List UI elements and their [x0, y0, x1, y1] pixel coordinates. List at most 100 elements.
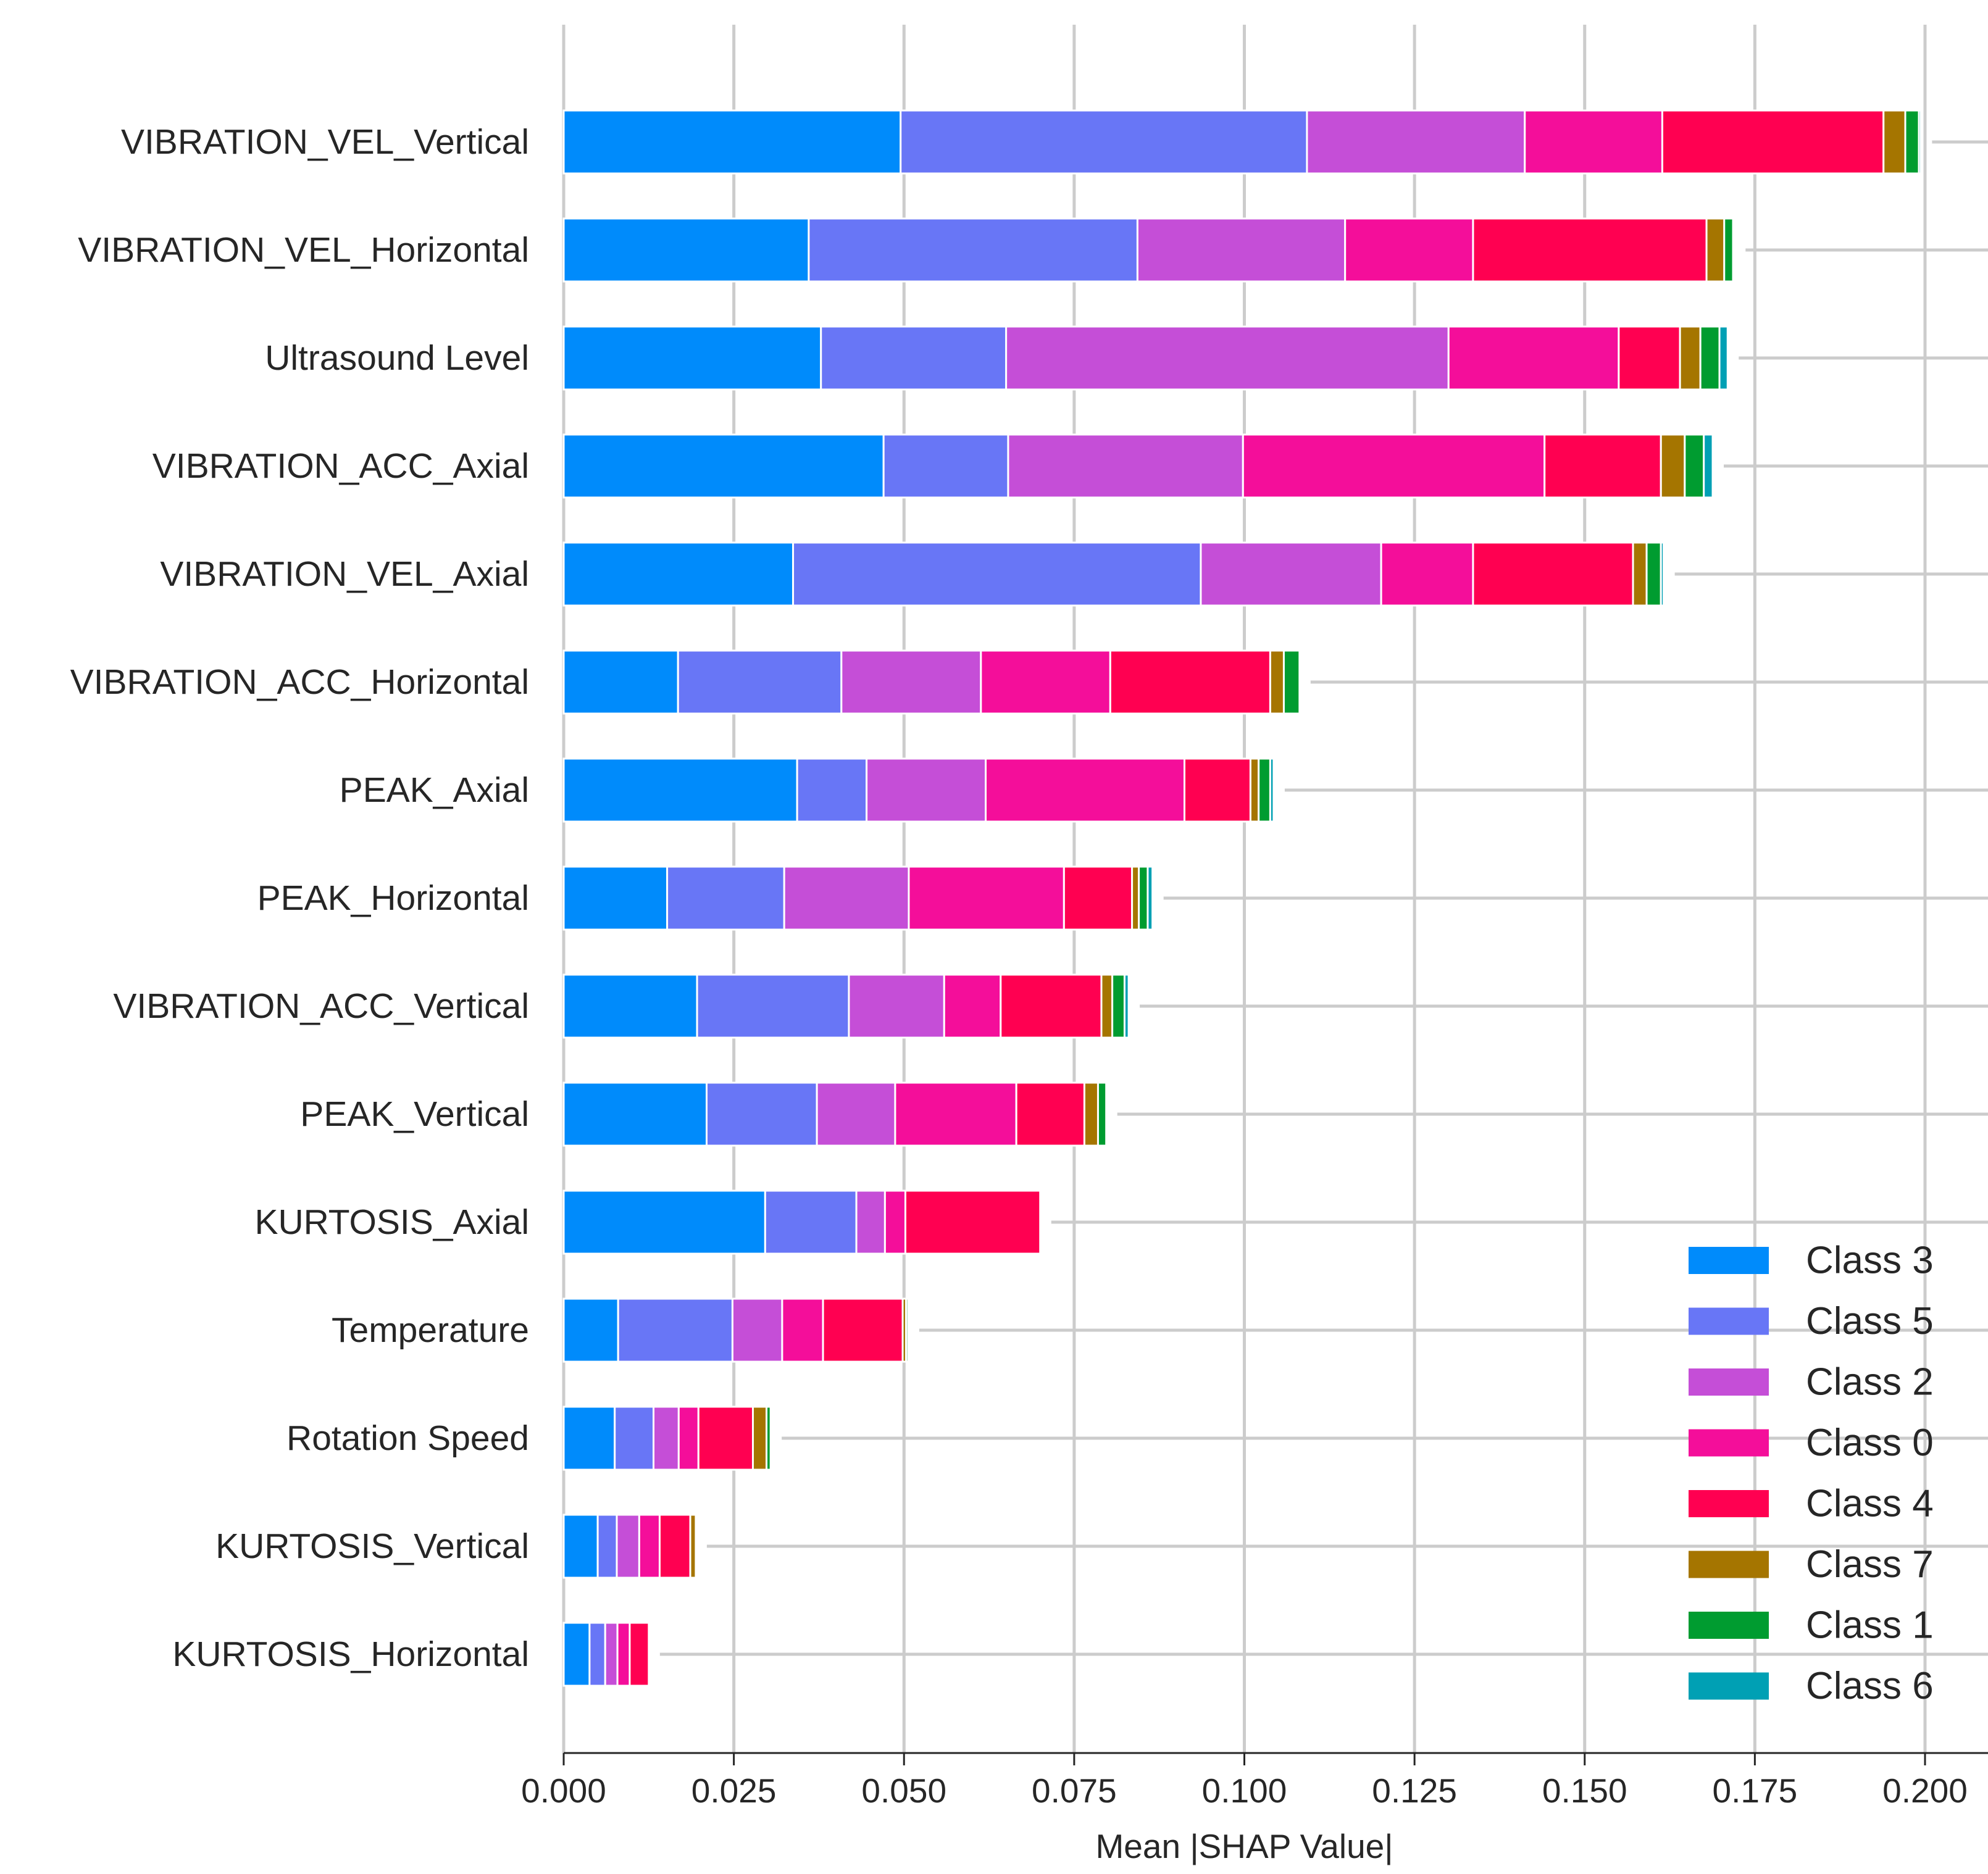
bar-segment-class-6-row-7: [1146, 865, 1154, 931]
legend-label-class-0: Class 0: [1806, 1422, 1934, 1464]
feature-labels: VIBRATION_VEL_Vertical VIBRATION_VEL_Hori…: [70, 122, 529, 1674]
bar-segment-class-4-row-3: [1543, 433, 1662, 499]
bar-segment-class-7-row-1: [1705, 217, 1726, 283]
bar-segment-class-5-row-2: [820, 325, 1008, 391]
bar-segment-class-6-row-2: [1718, 325, 1729, 391]
bar-segment-class-5-row-5: [677, 649, 843, 715]
bar-segment-class-0-row-8: [943, 973, 1002, 1039]
bar-segment-class-7-row-5: [1269, 649, 1285, 715]
feature-label-2: Ultrasound Level: [265, 338, 529, 378]
feature-label-5: VIBRATION_ACC_Horizontal: [70, 662, 529, 702]
x-tick-label-8: 0.200: [1882, 1772, 1968, 1810]
x-tick-label-5: 0.125: [1372, 1772, 1457, 1810]
bar-segment-class-2-row-10: [855, 1189, 886, 1255]
bar-segment-class-0-row-13: [638, 1514, 661, 1579]
bar-segment-class-6-row-6: [1269, 757, 1275, 823]
bar-segment-class-1-row-6: [1258, 757, 1271, 823]
bar-segment-class-0-row-3: [1242, 433, 1546, 499]
feature-label-3: VIBRATION_ACC_Axial: [152, 446, 529, 486]
legend-swatch-class-2: [1689, 1368, 1769, 1396]
bar-segment-class-7-row-4: [1632, 541, 1648, 607]
bar-segment-class-4-row-13: [658, 1514, 691, 1579]
bar-segment-class-7-row-6: [1249, 757, 1260, 823]
bar-segment-class-4-row-2: [1618, 325, 1681, 391]
bar-segment-class-4-row-5: [1109, 649, 1271, 715]
feature-label-7: PEAK_Horizontal: [257, 878, 529, 918]
feature-label-9: PEAK_Vertical: [300, 1094, 529, 1134]
bar-segment-class-5-row-14: [588, 1622, 606, 1687]
feature-label-12: Rotation Speed: [286, 1418, 529, 1458]
bar-segment-class-0-row-10: [883, 1189, 906, 1255]
bar-segment-class-5-row-13: [596, 1514, 618, 1579]
bar-segment-class-7-row-13: [689, 1514, 697, 1579]
bar-segment-class-2-row-12: [653, 1406, 680, 1471]
x-tick-label-6: 0.150: [1542, 1772, 1627, 1810]
bar-segment-class-5-row-7: [666, 865, 785, 931]
legend-label-class-5: Class 5: [1806, 1300, 1934, 1343]
bar-segment-class-0-row-12: [677, 1406, 700, 1471]
bar-segment-class-1-row-8: [1111, 973, 1126, 1039]
x-tick-label-2: 0.050: [861, 1772, 946, 1810]
bar-segment-class-0-row-5: [980, 649, 1111, 715]
bar-segment-class-1-row-7: [1138, 865, 1149, 931]
bar-segment-class-1-row-5: [1282, 649, 1301, 715]
feature-label-8: VIBRATION_ACC_Vertical: [113, 986, 529, 1026]
bar-segment-class-6-row-1: [1732, 217, 1735, 283]
bar-segment-class-4-row-10: [904, 1189, 1042, 1255]
bar-segment-class-0-row-14: [616, 1622, 631, 1687]
bar-segment-class-7-row-9: [1083, 1081, 1099, 1147]
bar-segment-class-3-row-0: [562, 109, 902, 175]
bar-segment-class-5-row-10: [764, 1189, 858, 1255]
bar-segment-class-3-row-14: [562, 1622, 591, 1687]
feature-label-11: Temperature: [332, 1310, 529, 1350]
bar-segment-class-3-row-3: [562, 433, 885, 499]
legend-label-class-7: Class 7: [1806, 1543, 1934, 1586]
bar-segment-class-1-row-12: [766, 1406, 772, 1471]
legend-swatch-class-4: [1689, 1490, 1769, 1517]
bar-segment-class-2-row-7: [783, 865, 910, 931]
bar-segment-class-3-row-12: [562, 1406, 616, 1471]
bar-segment-class-3-row-10: [562, 1189, 766, 1255]
legend-swatch-class-5: [1689, 1307, 1769, 1335]
bar-segment-class-1-row-11: [905, 1297, 909, 1363]
bar-segment-class-5-row-9: [706, 1081, 818, 1147]
bar-segment-class-2-row-0: [1306, 109, 1526, 175]
bar-segment-class-6-row-3: [1703, 433, 1714, 499]
x-tick-label-3: 0.075: [1032, 1772, 1117, 1810]
legend-swatch-class-0: [1689, 1429, 1769, 1457]
bar-segment-class-5-row-12: [614, 1406, 655, 1471]
bar-segment-class-2-row-14: [604, 1622, 619, 1687]
feature-label-13: KURTOSIS_Vertical: [215, 1526, 529, 1566]
bar-segment-class-2-row-1: [1136, 217, 1347, 283]
x-axis-title: Mean |SHAP Value|: [1095, 1827, 1393, 1865]
bar-segment-class-2-row-4: [1200, 541, 1382, 607]
bar-segment-class-5-row-0: [900, 109, 1308, 175]
bar-segment-class-0-row-0: [1524, 109, 1663, 175]
bar-segment-class-4-row-8: [1000, 973, 1103, 1039]
legend-swatch-class-6: [1689, 1672, 1769, 1700]
bar-segment-class-3-row-4: [562, 541, 795, 607]
feature-label-4: VIBRATION_VEL_Axial: [160, 554, 529, 594]
bar-segment-class-0-row-6: [985, 757, 1185, 823]
bar-segment-class-2-row-6: [866, 757, 987, 823]
bar-segment-class-7-row-7: [1131, 865, 1140, 931]
bar-segments: [562, 109, 1922, 1687]
bar-segment-class-7-row-8: [1100, 973, 1114, 1039]
bar-segment-class-3-row-2: [562, 325, 822, 391]
legend-swatch-class-7: [1689, 1551, 1769, 1578]
feature-label-0: VIBRATION_VEL_Vertical: [121, 122, 529, 162]
feature-label-10: KURTOSIS_Axial: [254, 1202, 529, 1242]
bar-segment-class-7-row-0: [1882, 109, 1907, 175]
bar-segment-class-4-row-0: [1661, 109, 1885, 175]
bar-segment-class-7-row-3: [1660, 433, 1686, 499]
legend-label-class-3: Class 3: [1806, 1239, 1934, 1282]
feature-label-6: PEAK_Axial: [340, 770, 529, 810]
legend-swatch-class-3: [1689, 1247, 1769, 1274]
bar-segment-class-3-row-1: [562, 217, 810, 283]
bar-segment-class-2-row-11: [731, 1297, 783, 1363]
legend-label-class-2: Class 2: [1806, 1361, 1934, 1404]
bar-segment-class-4-row-14: [629, 1622, 650, 1687]
feature-label-14: KURTOSIS_Horizontal: [172, 1635, 529, 1674]
